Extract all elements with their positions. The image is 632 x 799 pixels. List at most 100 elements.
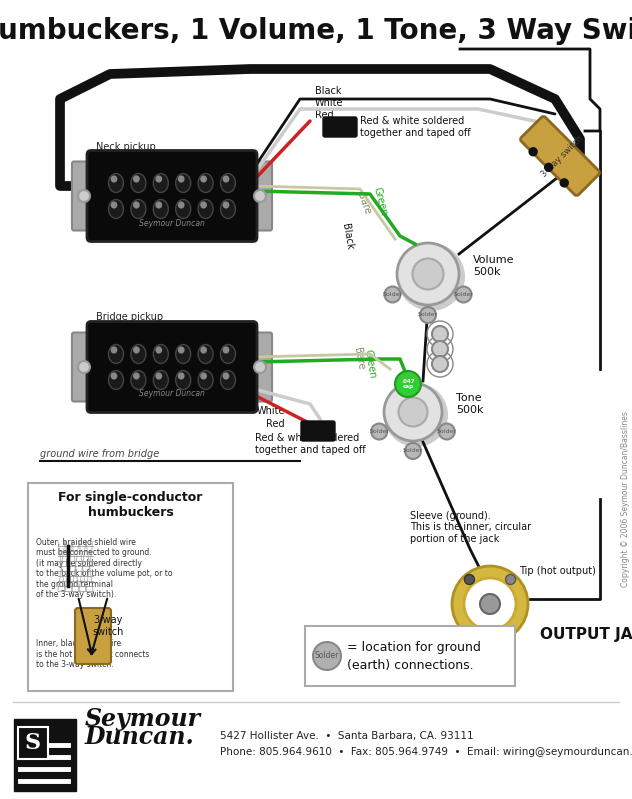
Circle shape	[384, 383, 448, 447]
Ellipse shape	[200, 347, 207, 354]
Ellipse shape	[222, 176, 229, 183]
Circle shape	[420, 307, 436, 323]
Text: For single-conductor
humbuckers: For single-conductor humbuckers	[58, 491, 203, 519]
Text: Red & white soldered
together and taped off: Red & white soldered together and taped …	[360, 116, 471, 137]
Ellipse shape	[111, 176, 118, 183]
Circle shape	[395, 371, 421, 397]
Text: Bridge pickup: Bridge pickup	[96, 312, 163, 323]
Text: Neck pickup: Neck pickup	[96, 141, 155, 152]
Text: = location for ground: = location for ground	[347, 642, 481, 654]
Ellipse shape	[131, 371, 146, 389]
Text: Red: Red	[266, 419, 285, 429]
Ellipse shape	[200, 201, 207, 209]
Text: 2 Humbuckers, 1 Volume, 1 Tone, 3 Way Switch: 2 Humbuckers, 1 Volume, 1 Tone, 3 Way Sw…	[0, 17, 632, 45]
Circle shape	[384, 287, 401, 303]
Ellipse shape	[198, 344, 213, 364]
Ellipse shape	[178, 372, 185, 380]
Ellipse shape	[222, 347, 229, 354]
Ellipse shape	[131, 344, 146, 364]
Circle shape	[465, 574, 475, 585]
Ellipse shape	[155, 347, 162, 354]
Text: Seymour Duncan: Seymour Duncan	[139, 218, 205, 228]
Ellipse shape	[111, 201, 118, 209]
Ellipse shape	[221, 344, 236, 364]
FancyBboxPatch shape	[248, 332, 272, 402]
FancyBboxPatch shape	[72, 161, 96, 230]
Circle shape	[529, 148, 537, 156]
Ellipse shape	[176, 173, 191, 193]
Circle shape	[254, 190, 266, 202]
Text: ground wire from bridge: ground wire from bridge	[40, 449, 159, 459]
Ellipse shape	[154, 173, 168, 193]
Text: Solder: Solder	[369, 429, 389, 434]
FancyBboxPatch shape	[248, 161, 272, 230]
Circle shape	[371, 423, 387, 439]
Circle shape	[432, 326, 448, 342]
Text: Tip (hot output): Tip (hot output)	[519, 566, 595, 577]
Ellipse shape	[109, 173, 123, 193]
Circle shape	[397, 243, 459, 305]
Text: Seymour: Seymour	[85, 707, 201, 731]
Circle shape	[384, 383, 442, 441]
Ellipse shape	[176, 344, 191, 364]
Text: Outer, braided shield wire
must be connected to ground.
(it may be soldered dire: Outer, braided shield wire must be conne…	[36, 538, 173, 599]
Text: Solder: Solder	[454, 292, 473, 297]
FancyBboxPatch shape	[305, 626, 515, 686]
Text: Bare: Bare	[352, 347, 366, 371]
FancyBboxPatch shape	[323, 117, 357, 137]
Text: .047
cap: .047 cap	[401, 379, 415, 389]
Text: Red & white soldered
together and taped off: Red & white soldered together and taped …	[255, 433, 366, 455]
Circle shape	[432, 356, 448, 372]
Ellipse shape	[198, 371, 213, 389]
Ellipse shape	[221, 200, 236, 218]
FancyBboxPatch shape	[75, 608, 111, 664]
FancyBboxPatch shape	[301, 421, 335, 441]
Ellipse shape	[154, 344, 168, 364]
Text: Solder: Solder	[382, 292, 403, 297]
Ellipse shape	[133, 372, 140, 380]
Circle shape	[413, 259, 444, 289]
Circle shape	[397, 243, 465, 311]
Text: (earth) connections.: (earth) connections.	[347, 659, 473, 673]
Circle shape	[506, 574, 516, 585]
FancyBboxPatch shape	[87, 150, 257, 241]
Text: S: S	[25, 732, 41, 754]
Bar	[14, 719, 76, 791]
Ellipse shape	[154, 371, 168, 389]
Ellipse shape	[155, 176, 162, 183]
Text: 3-way
switch: 3-way switch	[92, 615, 124, 637]
Ellipse shape	[109, 344, 123, 364]
Text: 3-way switch: 3-way switch	[540, 133, 585, 179]
FancyBboxPatch shape	[72, 332, 96, 402]
Text: 5427 Hollister Ave.  •  Santa Barbara, CA. 93111: 5427 Hollister Ave. • Santa Barbara, CA.…	[220, 731, 473, 741]
Text: White: White	[257, 406, 285, 416]
Text: Sleeve (ground).
This is the inner, circular
portion of the jack: Sleeve (ground). This is the inner, circ…	[410, 511, 531, 544]
Ellipse shape	[178, 201, 185, 209]
Circle shape	[399, 397, 427, 427]
Text: Volume
500k: Volume 500k	[473, 255, 514, 276]
Ellipse shape	[131, 200, 146, 218]
Circle shape	[439, 423, 455, 439]
Circle shape	[432, 341, 448, 357]
Text: Seymour Duncan: Seymour Duncan	[139, 389, 205, 399]
FancyBboxPatch shape	[87, 321, 257, 412]
Circle shape	[313, 642, 341, 670]
Text: White: White	[315, 98, 344, 108]
Ellipse shape	[198, 173, 213, 193]
Circle shape	[480, 594, 500, 614]
Circle shape	[254, 361, 266, 373]
Text: OUTPUT JACK: OUTPUT JACK	[540, 626, 632, 642]
Ellipse shape	[111, 347, 118, 354]
FancyBboxPatch shape	[28, 483, 233, 691]
Text: Inner, black cloth wire
is the hot output.  It connects
to the 3-way switch.: Inner, black cloth wire is the hot outpu…	[36, 639, 149, 669]
Ellipse shape	[198, 200, 213, 218]
Ellipse shape	[176, 200, 191, 218]
Ellipse shape	[133, 201, 140, 209]
Text: Green: Green	[372, 185, 389, 217]
Ellipse shape	[133, 176, 140, 183]
Text: Black: Black	[340, 223, 355, 251]
Ellipse shape	[200, 372, 207, 380]
Ellipse shape	[222, 201, 229, 209]
Circle shape	[405, 443, 421, 459]
Ellipse shape	[131, 173, 146, 193]
